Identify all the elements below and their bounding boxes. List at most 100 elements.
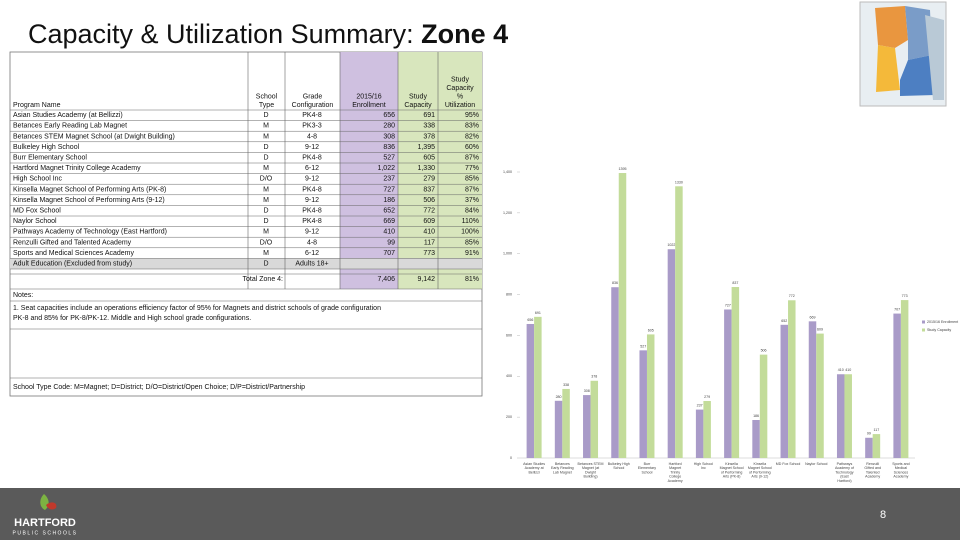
table-header: Enrollment xyxy=(352,102,386,109)
table-header: Study xyxy=(409,93,427,100)
bar xyxy=(667,249,676,458)
table-cell: 410 xyxy=(423,229,435,236)
x-tick-label: Kinsella Magnet School of Performing Arts (… xyxy=(748,462,772,479)
table-cell: 83% xyxy=(465,123,479,130)
bar xyxy=(590,380,599,458)
x-tick-label: Betances Early Reading Lab Magnet xyxy=(551,462,574,474)
x-tick-label: Naylor School xyxy=(805,462,828,466)
total-cell: 7,406 xyxy=(377,276,395,283)
y-tick-label: 1,000 xyxy=(503,252,512,256)
zone-map xyxy=(859,1,947,107)
total-cell: 81% xyxy=(465,276,479,283)
excluded-row-bg xyxy=(10,258,482,269)
y-tick-label: 600 xyxy=(506,333,512,337)
bar xyxy=(611,287,619,458)
capacity-column-bg xyxy=(398,52,482,289)
table-cell: 110% xyxy=(462,218,479,225)
notes-heading: Notes: xyxy=(13,292,33,299)
enrollment-column-bg xyxy=(340,52,398,289)
bar xyxy=(724,309,732,458)
table-cell: Sports and Medical Sciences Academy xyxy=(13,250,135,257)
table-cell: PK4-8 xyxy=(302,218,322,225)
table-header: Capacity xyxy=(404,102,432,109)
bar xyxy=(534,316,542,458)
table-header: Type xyxy=(259,102,274,109)
table-cell: 84% xyxy=(465,208,479,215)
table-header: School xyxy=(256,93,278,100)
data-label: 605 xyxy=(648,328,654,332)
bar xyxy=(900,300,909,458)
data-label: 410 xyxy=(838,368,844,372)
table-cell: 280 xyxy=(383,123,395,130)
x-tick-label: Renzulli Gifted and Talented Academy xyxy=(864,462,881,479)
bar xyxy=(695,409,704,458)
table-cell: 836 xyxy=(383,144,395,151)
data-label: 117 xyxy=(874,428,880,432)
page-number: 8 xyxy=(880,509,886,521)
data-label: 772 xyxy=(789,294,795,298)
table-cell: 60% xyxy=(465,144,479,151)
y-tick-label: 800 xyxy=(506,293,512,297)
x-tick-label: Bulkeley High School xyxy=(608,462,630,470)
data-label: 378 xyxy=(591,375,597,379)
data-label: 280 xyxy=(556,395,562,399)
table-cell: M xyxy=(263,165,269,172)
table-cell: M xyxy=(263,123,269,130)
table-cell: Pathways Academy of Technology (East Har… xyxy=(13,229,167,236)
table-cell: 99 xyxy=(387,239,395,246)
table-cell: Betances STEM Magnet School (at Dwight B… xyxy=(13,133,175,140)
data-label: 99 xyxy=(867,432,871,436)
table-cell: 652 xyxy=(383,208,395,215)
table-cell: Adults 18+ xyxy=(295,261,328,268)
table-cell: 4-8 xyxy=(307,133,317,140)
table-cell: 91% xyxy=(465,250,479,257)
x-tick-label: Sports and Medical Sciences Academy xyxy=(892,462,909,479)
table-cell: Renzulli Gifted and Talented Academy xyxy=(13,239,132,246)
table-header: 2015/16 xyxy=(356,93,381,100)
x-tick-label: Pathways Academy of Technology (East Hartfor… xyxy=(835,462,854,483)
table-cell: D xyxy=(263,261,268,268)
bar xyxy=(618,173,627,458)
table-cell: 9-12 xyxy=(305,229,319,236)
note-line: PK-8 and 85% for PK-8/PK-12. Middle and … xyxy=(13,315,251,322)
data-label: 836 xyxy=(612,281,618,285)
table-cell: 772 xyxy=(423,208,435,215)
data-label: 527 xyxy=(640,344,646,348)
table-cell: 1,022 xyxy=(377,165,395,172)
bar xyxy=(759,354,768,458)
data-label: 1395 xyxy=(619,167,627,171)
table-cell: PK4-8 xyxy=(302,155,322,162)
table-cell: Betances Early Reading Lab Magnet xyxy=(13,123,127,130)
table-cell: Burr Elementary School xyxy=(13,155,87,162)
table-cell: 338 xyxy=(423,123,435,130)
table-cell: M xyxy=(263,229,269,236)
y-tick-label: 400 xyxy=(506,374,512,378)
x-tick-label: Kinsella Magnet School of Performing Arts (… xyxy=(720,462,744,479)
table-cell: 707 xyxy=(383,250,395,257)
total-label: Total Zone 4: xyxy=(243,276,284,283)
x-tick-label: MD Fox School xyxy=(776,462,801,466)
title-text: Capacity & Utilization Summary: xyxy=(28,19,421,49)
legend-label: 2015/16 Enrollment xyxy=(927,320,958,324)
table-cell: 605 xyxy=(423,155,435,162)
table-cell: 656 xyxy=(383,112,395,119)
data-label: 1022 xyxy=(667,243,675,247)
table-cell: 506 xyxy=(423,197,435,204)
table-cell: D/O xyxy=(260,239,273,246)
logo-name: HARTFORD xyxy=(14,517,76,529)
table-cell: Kinsella Magnet School of Performing Art… xyxy=(13,197,165,204)
bar xyxy=(703,401,711,458)
table-cell: 773 xyxy=(423,250,435,257)
table-cell: MD Fox School xyxy=(13,208,61,215)
table-cell: 237 xyxy=(383,176,395,183)
y-tick-label: 1,400 xyxy=(503,170,512,174)
data-label: 308 xyxy=(584,389,590,393)
table-cell: 1,395 xyxy=(417,144,435,151)
table-header: Capacity xyxy=(446,85,474,92)
data-label: 656 xyxy=(527,318,533,322)
data-label: 652 xyxy=(781,319,787,323)
table-cell: Naylor School xyxy=(13,218,57,225)
bar xyxy=(646,334,655,458)
table-cell: D xyxy=(263,218,268,225)
